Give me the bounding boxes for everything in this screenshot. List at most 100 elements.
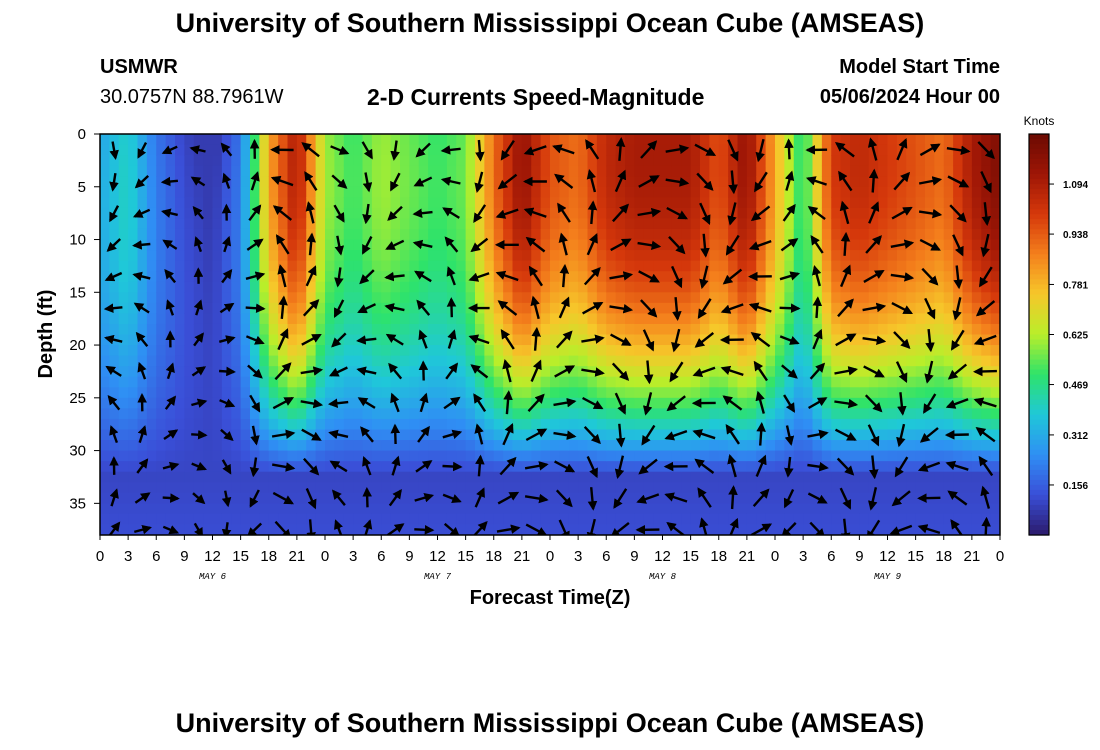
heat-cell: [625, 418, 635, 431]
heat-cell: [681, 366, 692, 378]
heat-cell: [184, 418, 195, 431]
heat-cell: [568, 471, 579, 483]
colorbar-segment: [1029, 319, 1049, 326]
current-arrow: [891, 302, 914, 315]
heat-cell: [259, 292, 270, 304]
heat-cell: [418, 313, 429, 325]
heat-cell: [803, 345, 814, 357]
heat-cell: [550, 218, 560, 230]
heat-cell: [850, 207, 860, 220]
heat-cell: [456, 397, 467, 409]
heat-cell: [456, 492, 467, 504]
heat-cell: [540, 334, 551, 346]
heat-cell: [371, 513, 382, 526]
heat-cell: [775, 492, 785, 504]
heat-cell: [981, 418, 992, 431]
heat-cell: [118, 292, 129, 304]
heat-cell: [446, 408, 457, 420]
heat-cell: [765, 492, 776, 504]
heat-cell: [128, 334, 139, 346]
current-arrow: [586, 518, 597, 535]
heat-cell: [268, 408, 279, 420]
heat-cell: [456, 408, 467, 420]
heat-cell: [531, 186, 542, 198]
heat-cell: [325, 250, 335, 262]
heat-cell: [568, 292, 579, 304]
heat-cell: [512, 313, 523, 325]
heat-cell: [728, 376, 739, 388]
heat-cell: [493, 429, 504, 441]
heat-cell: [437, 260, 448, 272]
heat-cell: [653, 366, 664, 378]
heat-cell: [934, 376, 945, 388]
heat-cell: [212, 302, 223, 314]
heat-cell: [737, 323, 748, 336]
heat-cell: [653, 144, 664, 156]
heat-cell: [540, 345, 551, 357]
heat-cell: [325, 366, 335, 378]
heat-cell: [306, 281, 317, 293]
heat-cell: [606, 228, 617, 241]
heat-cell: [775, 239, 785, 251]
heat-cell: [596, 218, 607, 230]
heat-cell: [287, 471, 298, 483]
heat-cell: [156, 461, 167, 473]
heat-cell: [550, 334, 560, 346]
heat-cell: [878, 313, 889, 325]
heat-cell: [259, 271, 270, 283]
colorbar-segment: [1029, 489, 1049, 496]
heat-cell: [428, 355, 439, 367]
current-arrow: [194, 236, 204, 253]
heat-cell: [925, 376, 935, 388]
heat-cell: [559, 165, 570, 177]
current-arrow: [945, 398, 969, 409]
heat-cell: [109, 197, 120, 209]
heat-cell: [615, 281, 626, 293]
heat-cell: [878, 207, 889, 220]
heat-cell: [118, 228, 129, 241]
heat-cell: [484, 228, 495, 241]
current-arrow: [609, 303, 634, 314]
heat-cell: [212, 313, 223, 325]
heat-cell: [306, 345, 317, 357]
heat-cell: [128, 250, 139, 262]
colorbar-segment: [1029, 179, 1049, 185]
heat-cell: [203, 134, 214, 146]
heat-cell: [728, 281, 739, 293]
heat-cell: [306, 155, 317, 167]
heat-cell: [850, 144, 860, 156]
heat-cell: [775, 513, 785, 526]
x-tick-label: 3: [349, 548, 357, 565]
heat-cell: [596, 260, 607, 272]
heat-cell: [493, 144, 504, 156]
heat-cell: [653, 355, 664, 367]
heat-cell: [212, 366, 223, 378]
current-arrow: [807, 429, 829, 440]
heat-cell: [484, 176, 495, 188]
heat-cell: [409, 239, 420, 251]
current-arrow: [165, 299, 175, 316]
heat-cell: [343, 397, 354, 409]
heat-cell: [493, 366, 504, 378]
heat-cell: [887, 176, 898, 188]
heat-cell: [868, 482, 879, 494]
heat-cell: [381, 165, 392, 177]
heat-cell: [540, 218, 551, 230]
heat-cell: [718, 323, 729, 336]
heat-cell: [803, 260, 814, 272]
heat-cell: [981, 355, 992, 367]
heat-cell: [850, 503, 860, 515]
heat-cell: [700, 292, 710, 304]
heat-cell: [831, 524, 842, 535]
heat-cell: [128, 292, 139, 304]
heat-cell: [878, 165, 889, 177]
heat-cell: [437, 397, 448, 409]
heat-cell: [728, 292, 739, 304]
current-arrow: [193, 299, 203, 316]
heat-cell: [221, 155, 232, 167]
heat-cell: [887, 450, 898, 462]
heat-cell: [578, 503, 589, 515]
heat-cell: [334, 376, 345, 388]
heat-cell: [746, 281, 757, 293]
